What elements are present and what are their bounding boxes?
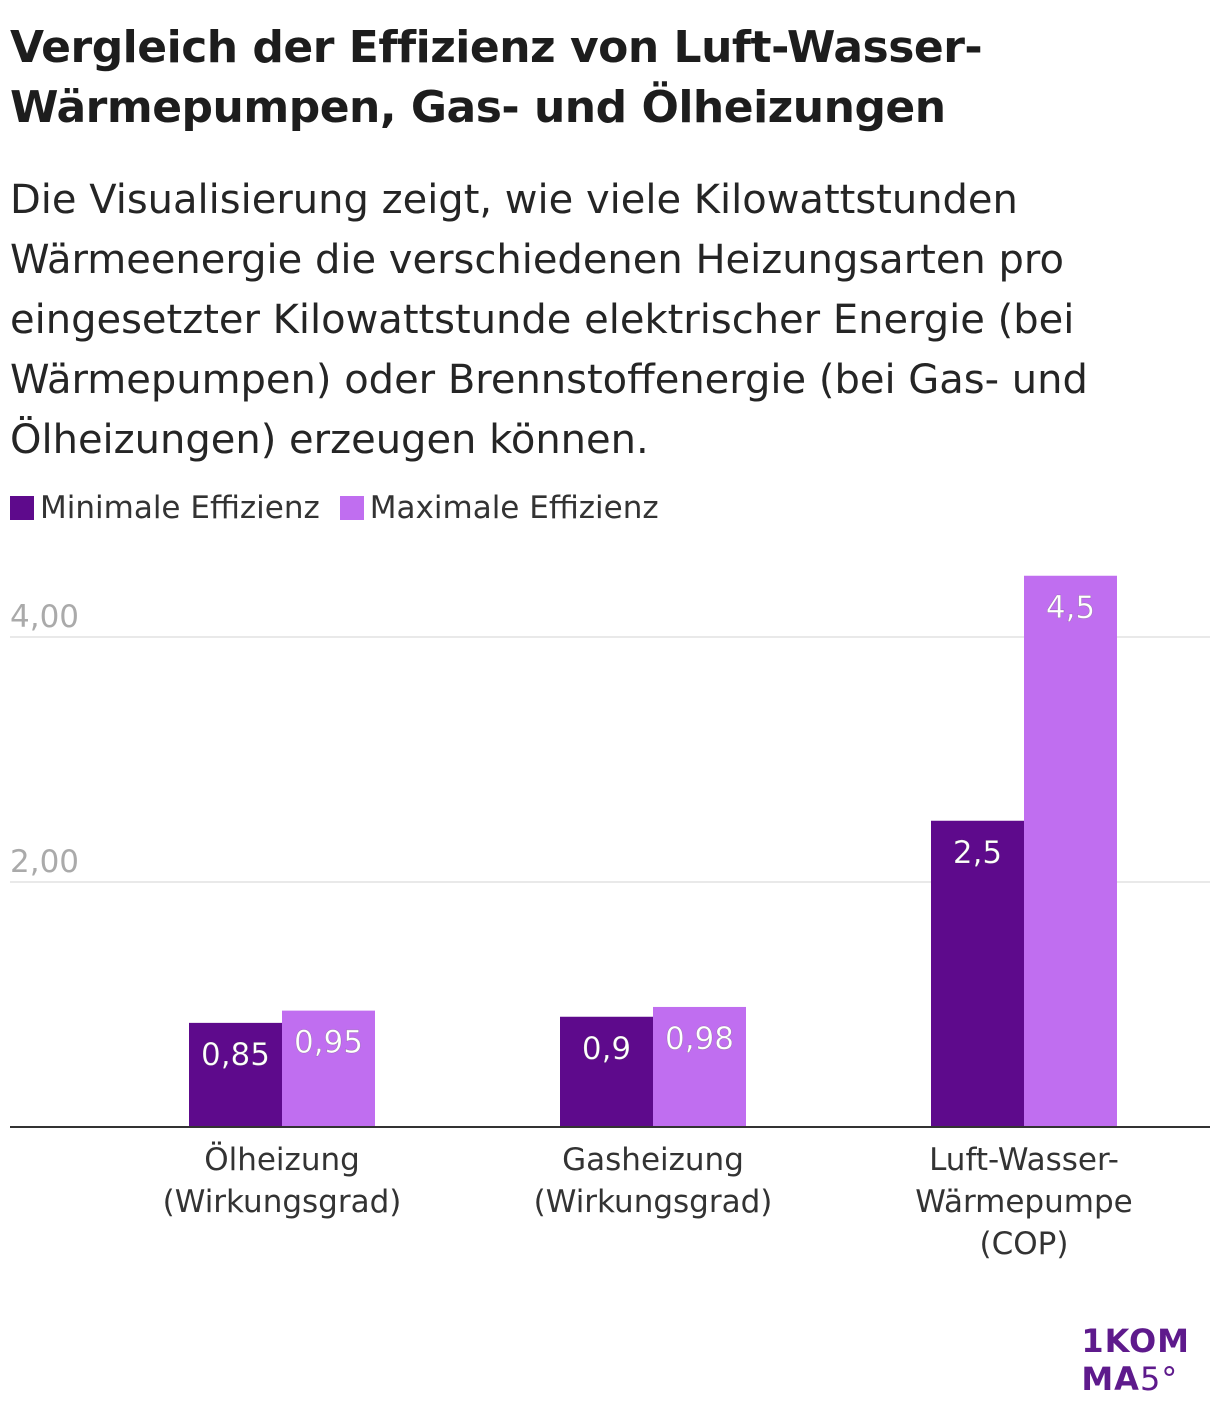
data-label-max-0: 0,95 [294, 1025, 363, 1061]
legend-item-min: Minimale Effizienz [10, 490, 320, 526]
chart-subtitle: Die Visualisierung zeigt, wie viele Kilo… [10, 177, 1088, 463]
legend-label-min: Minimale Effizienz [40, 490, 320, 526]
logo-line-1: 1KOM [1081, 1322, 1190, 1360]
logo-line-2: MA5° [1081, 1360, 1190, 1398]
data-label-max-1: 0,98 [665, 1021, 734, 1057]
brand-logo: 1KOM MA5° [1081, 1322, 1190, 1398]
legend-label-max: Maximale Effizienz [369, 490, 659, 526]
bar-min-0 [189, 1022, 282, 1127]
bar-min-1 [560, 1016, 653, 1127]
logo-line-2b: 5° [1139, 1360, 1179, 1398]
logo-line-2a: MA [1081, 1360, 1140, 1398]
legend-swatch-max [339, 496, 364, 520]
data-label-min-2: 2,5 [953, 835, 1002, 871]
x-tick-label-1-0: Gasheizung [562, 1142, 744, 1178]
x-tick-label-0-0: Ölheizung [204, 1141, 360, 1178]
bar-max-2 [1024, 575, 1117, 1127]
x-tick-label-2-0: Luft-Wasser- [929, 1142, 1119, 1178]
bar-max-0 [282, 1010, 375, 1127]
chart-title: Vergleich der Effizienz von Luft-Wasser-… [10, 22, 983, 133]
data-label-min-0: 0,85 [201, 1037, 270, 1073]
bar-min-2 [931, 820, 1024, 1127]
legend-swatch-min [10, 496, 34, 520]
legend-item-max: Maximale Effizienz [339, 490, 659, 526]
x-tick-label-1-1: (Wirkungsgrad) [534, 1184, 773, 1220]
y-tick-label-1: 4,00 [10, 599, 79, 635]
data-label-max-2: 4,5 [1046, 590, 1095, 626]
x-tick-label-0-1: (Wirkungsgrad) [163, 1184, 402, 1220]
x-tick-label-2-2: (COP) [980, 1226, 1069, 1262]
bar-chart: 2,00 4,00 0,85 0,9 2,5 0,95 0,98 4,5 Ölheizung (W… [10, 575, 1210, 1262]
bar-max-1 [653, 1006, 746, 1127]
y-tick-label-0: 2,00 [10, 844, 79, 880]
legend: Minimale Effizienz Maximale Effizienz [10, 490, 679, 526]
x-tick-label-2-1: Wärmepumpe [915, 1184, 1132, 1220]
data-label-min-1: 0,9 [582, 1031, 631, 1067]
